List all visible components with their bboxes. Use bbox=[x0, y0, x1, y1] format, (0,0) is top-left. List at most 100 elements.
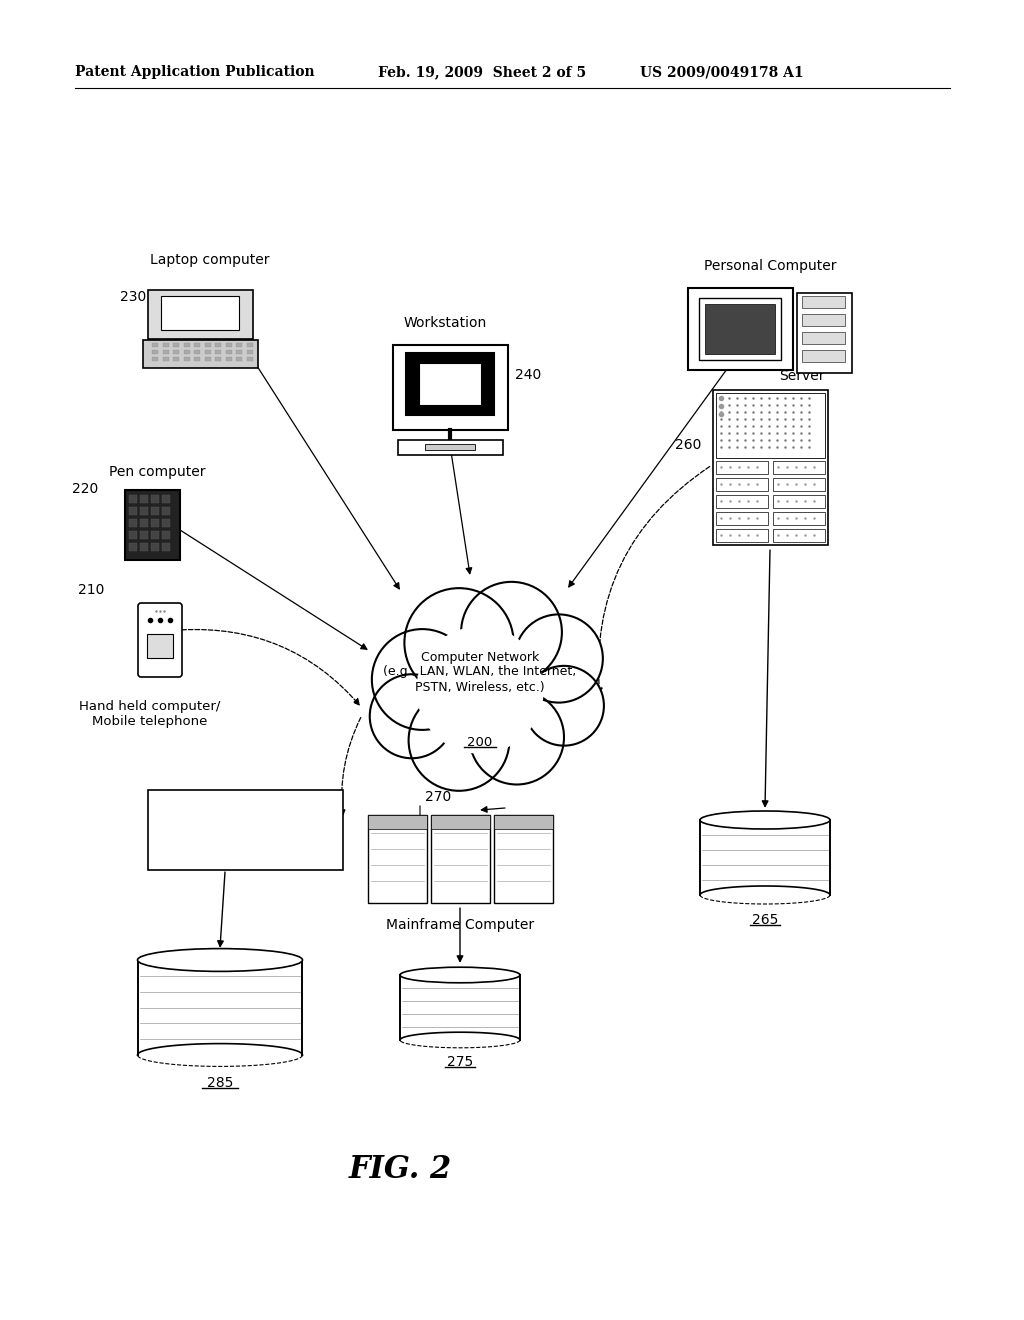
Bar bbox=[152, 356, 158, 360]
Text: 210: 210 bbox=[78, 583, 104, 597]
Bar bbox=[151, 531, 159, 539]
Bar bbox=[194, 343, 200, 347]
FancyBboxPatch shape bbox=[138, 603, 182, 677]
Bar bbox=[773, 495, 825, 508]
Bar bbox=[431, 814, 490, 903]
Bar bbox=[152, 350, 158, 354]
Bar bbox=[162, 507, 170, 515]
Bar bbox=[151, 519, 159, 527]
Bar bbox=[163, 356, 169, 360]
Bar bbox=[802, 350, 845, 362]
Text: Information
Handling System: Information Handling System bbox=[186, 797, 304, 828]
Text: 220: 220 bbox=[72, 482, 98, 496]
Bar bbox=[802, 296, 845, 308]
Bar bbox=[143, 339, 258, 368]
Text: 260: 260 bbox=[675, 438, 701, 451]
Bar bbox=[129, 507, 137, 515]
FancyArrowPatch shape bbox=[182, 630, 359, 705]
Bar bbox=[162, 519, 170, 527]
Bar bbox=[129, 531, 137, 539]
Text: 280: 280 bbox=[231, 845, 258, 859]
Bar bbox=[797, 293, 852, 374]
Bar bbox=[236, 343, 242, 347]
Text: 230: 230 bbox=[120, 290, 146, 304]
Text: Laptop computer: Laptop computer bbox=[151, 253, 269, 267]
Bar bbox=[419, 363, 481, 405]
Bar bbox=[138, 960, 303, 1055]
Circle shape bbox=[515, 614, 603, 702]
Bar bbox=[205, 356, 211, 360]
Bar bbox=[713, 389, 828, 545]
Text: Computer Network
(e.g., LAN, WLAN, the Internet,
PSTN, Wireless, etc.): Computer Network (e.g., LAN, WLAN, the I… bbox=[383, 651, 577, 693]
Bar bbox=[368, 814, 427, 829]
Bar bbox=[494, 814, 553, 829]
Bar bbox=[716, 512, 768, 525]
Text: 200: 200 bbox=[467, 735, 493, 748]
Text: 270: 270 bbox=[425, 789, 452, 804]
Bar bbox=[425, 444, 475, 450]
Text: Nonvolatile
Data Store: Nonvolatile Data Store bbox=[421, 997, 500, 1027]
Bar bbox=[225, 343, 231, 347]
Circle shape bbox=[461, 582, 562, 682]
Bar bbox=[162, 543, 170, 550]
Bar bbox=[688, 288, 793, 370]
Text: 275: 275 bbox=[446, 1055, 473, 1069]
Bar bbox=[140, 495, 148, 503]
Bar bbox=[161, 296, 239, 330]
Text: FIG. 2: FIG. 2 bbox=[348, 1155, 452, 1185]
Bar bbox=[140, 507, 148, 515]
Bar bbox=[129, 543, 137, 550]
Circle shape bbox=[409, 690, 509, 791]
Text: Server: Server bbox=[779, 370, 824, 383]
Bar bbox=[225, 350, 231, 354]
Bar bbox=[129, 519, 137, 527]
Bar bbox=[716, 478, 768, 491]
Text: Personal Computer: Personal Computer bbox=[703, 259, 837, 273]
Bar bbox=[129, 495, 137, 503]
Circle shape bbox=[417, 627, 543, 752]
Bar bbox=[494, 814, 553, 903]
Bar bbox=[215, 356, 221, 360]
Circle shape bbox=[524, 665, 604, 746]
Bar bbox=[431, 814, 490, 829]
Ellipse shape bbox=[400, 968, 520, 983]
Bar bbox=[247, 343, 253, 347]
Bar bbox=[773, 478, 825, 491]
Bar bbox=[152, 343, 158, 347]
Bar bbox=[215, 343, 221, 347]
Bar bbox=[700, 820, 830, 895]
Bar bbox=[140, 531, 148, 539]
Bar bbox=[148, 290, 253, 339]
Bar bbox=[163, 343, 169, 347]
Text: Nonvolatile
Data Store: Nonvolatile Data Store bbox=[726, 851, 804, 882]
Bar bbox=[802, 333, 845, 345]
Bar bbox=[236, 356, 242, 360]
Text: 250: 250 bbox=[820, 318, 846, 333]
Ellipse shape bbox=[700, 810, 830, 829]
FancyArrowPatch shape bbox=[596, 466, 710, 694]
Bar bbox=[151, 495, 159, 503]
Bar bbox=[400, 975, 520, 1040]
Text: 240: 240 bbox=[515, 368, 542, 381]
Bar bbox=[151, 507, 159, 515]
Bar bbox=[183, 350, 189, 354]
Bar bbox=[183, 356, 189, 360]
Bar bbox=[194, 350, 200, 354]
Bar bbox=[699, 298, 781, 360]
Bar bbox=[398, 440, 503, 455]
Bar bbox=[205, 343, 211, 347]
Text: Workstation: Workstation bbox=[403, 315, 486, 330]
Ellipse shape bbox=[137, 949, 302, 972]
Text: Hand held computer/
Mobile telephone: Hand held computer/ Mobile telephone bbox=[79, 700, 221, 729]
Text: Mainframe Computer: Mainframe Computer bbox=[386, 917, 535, 932]
Bar bbox=[773, 512, 825, 525]
Bar bbox=[368, 814, 427, 903]
Bar bbox=[225, 356, 231, 360]
Bar bbox=[773, 461, 825, 474]
Bar bbox=[716, 529, 768, 543]
Bar bbox=[140, 543, 148, 550]
Bar bbox=[173, 350, 179, 354]
Bar bbox=[151, 543, 159, 550]
Bar bbox=[716, 495, 768, 508]
Bar bbox=[183, 343, 189, 347]
